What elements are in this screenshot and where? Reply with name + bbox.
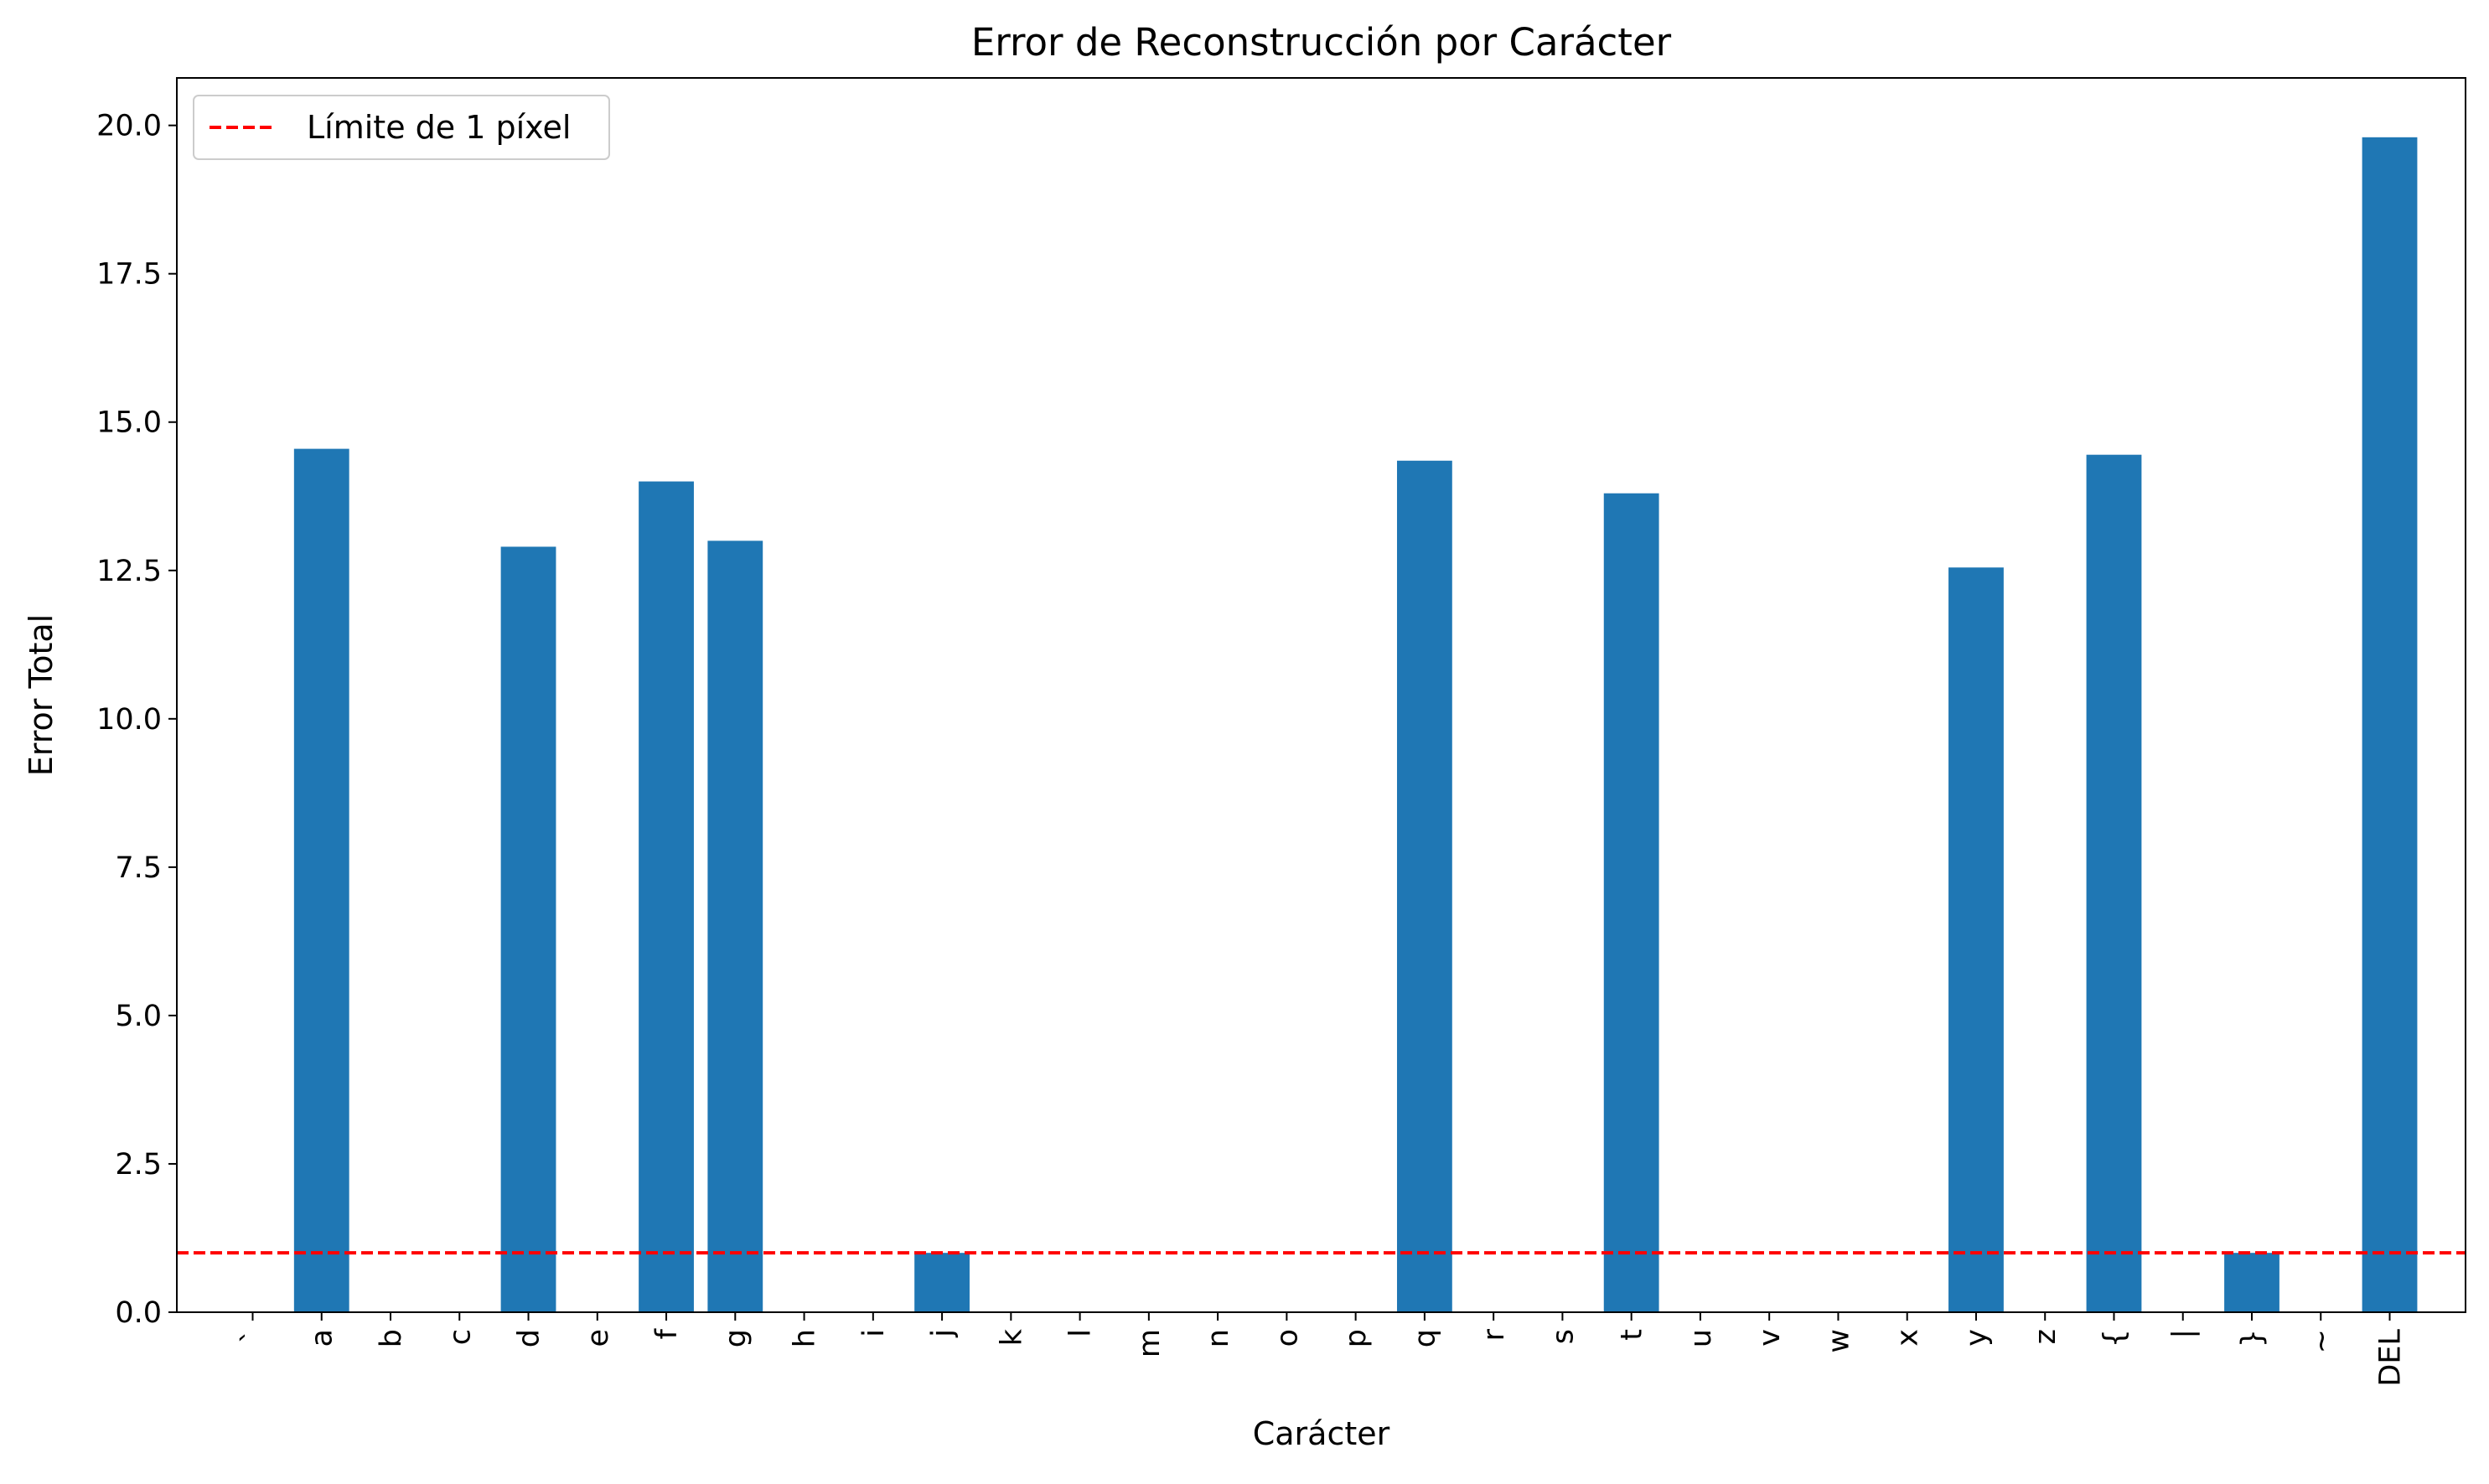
- x-tick-label: d: [513, 1329, 546, 1347]
- plot-frame: [176, 77, 2466, 1313]
- x-tick-label: z: [2029, 1329, 2062, 1344]
- x-tick-label: `: [236, 1329, 270, 1344]
- y-axis: 0.0 2.5 5.0 7.5 10.0 12.5 15.0 17.5 20.0: [96, 110, 177, 1330]
- x-tick-label: i: [857, 1329, 891, 1337]
- bar-27: [2086, 454, 2142, 1312]
- x-tick-label: p: [1340, 1329, 1374, 1347]
- x-tick-label: a: [306, 1329, 339, 1347]
- bar-4: [500, 546, 556, 1312]
- x-axis: ` a b c d e f g h i j k l m n o p q r s t u v w x y z { |} ~ DEL: [236, 1312, 2408, 1387]
- x-tick-label: x: [1891, 1329, 1925, 1347]
- bar-20: [1603, 493, 1659, 1312]
- y-tick-label: 15.0: [96, 406, 162, 440]
- x-tick-label: q: [1409, 1329, 1442, 1347]
- y-tick-label: 2.5: [115, 1148, 162, 1182]
- y-tick-label: 0.0: [115, 1296, 162, 1330]
- y-tick-label: 17.5: [96, 258, 162, 292]
- x-tick-label: w: [1822, 1329, 1855, 1353]
- x-tick-label: g: [719, 1329, 753, 1347]
- x-tick-label: v: [1753, 1329, 1787, 1347]
- x-tick-label: e: [582, 1329, 615, 1347]
- bar-7: [707, 540, 763, 1312]
- x-tick-label: o: [1270, 1329, 1304, 1347]
- bar-29: [2224, 1253, 2279, 1312]
- bar-1: [293, 448, 349, 1312]
- y-tick-label: 10.0: [96, 703, 162, 737]
- x-axis-title: Carácter: [1253, 1415, 1390, 1452]
- x-tick-label: h: [789, 1329, 822, 1347]
- x-tick-label: |: [2167, 1329, 2201, 1339]
- bars-layer: [293, 137, 2418, 1313]
- legend: Límite de 1 píxel: [193, 95, 610, 160]
- chart-title: Error de Reconstrucción por Carácter: [971, 20, 1672, 65]
- x-tick-label: ~: [2305, 1329, 2338, 1353]
- bar-10: [914, 1253, 970, 1312]
- x-tick-label: l: [1064, 1329, 1098, 1337]
- x-tick-label: k: [995, 1328, 1028, 1346]
- x-tick-label: DEL: [2374, 1329, 2408, 1387]
- x-tick-label: r: [1477, 1328, 1511, 1341]
- y-tick-label: 7.5: [115, 851, 162, 885]
- x-tick-label: {: [2098, 1329, 2131, 1347]
- x-tick-label: }: [2236, 1329, 2269, 1347]
- x-tick-label: u: [1684, 1329, 1718, 1347]
- legend-label: Límite de 1 píxel: [307, 109, 571, 146]
- y-axis-title: Error Total: [23, 614, 60, 776]
- x-tick-label: t: [1616, 1329, 1649, 1341]
- bar-25: [1948, 567, 2004, 1312]
- legend-box: [193, 95, 610, 160]
- bar-31: [2362, 137, 2418, 1313]
- y-tick-label: 12.5: [96, 555, 162, 588]
- y-tick-label: 5.0: [115, 1000, 162, 1033]
- x-tick-label: y: [1960, 1329, 1994, 1347]
- x-tick-label: b: [375, 1329, 408, 1347]
- y-tick-label: 20.0: [96, 110, 162, 143]
- x-tick-label: m: [1133, 1329, 1167, 1357]
- bar-6: [639, 481, 694, 1312]
- x-tick-label: j: [926, 1329, 960, 1338]
- x-tick-label: s: [1546, 1329, 1580, 1344]
- x-tick-label: f: [650, 1328, 684, 1339]
- bar-17: [1396, 460, 1452, 1312]
- x-tick-label: c: [443, 1329, 477, 1345]
- x-tick-label: n: [1202, 1329, 1235, 1347]
